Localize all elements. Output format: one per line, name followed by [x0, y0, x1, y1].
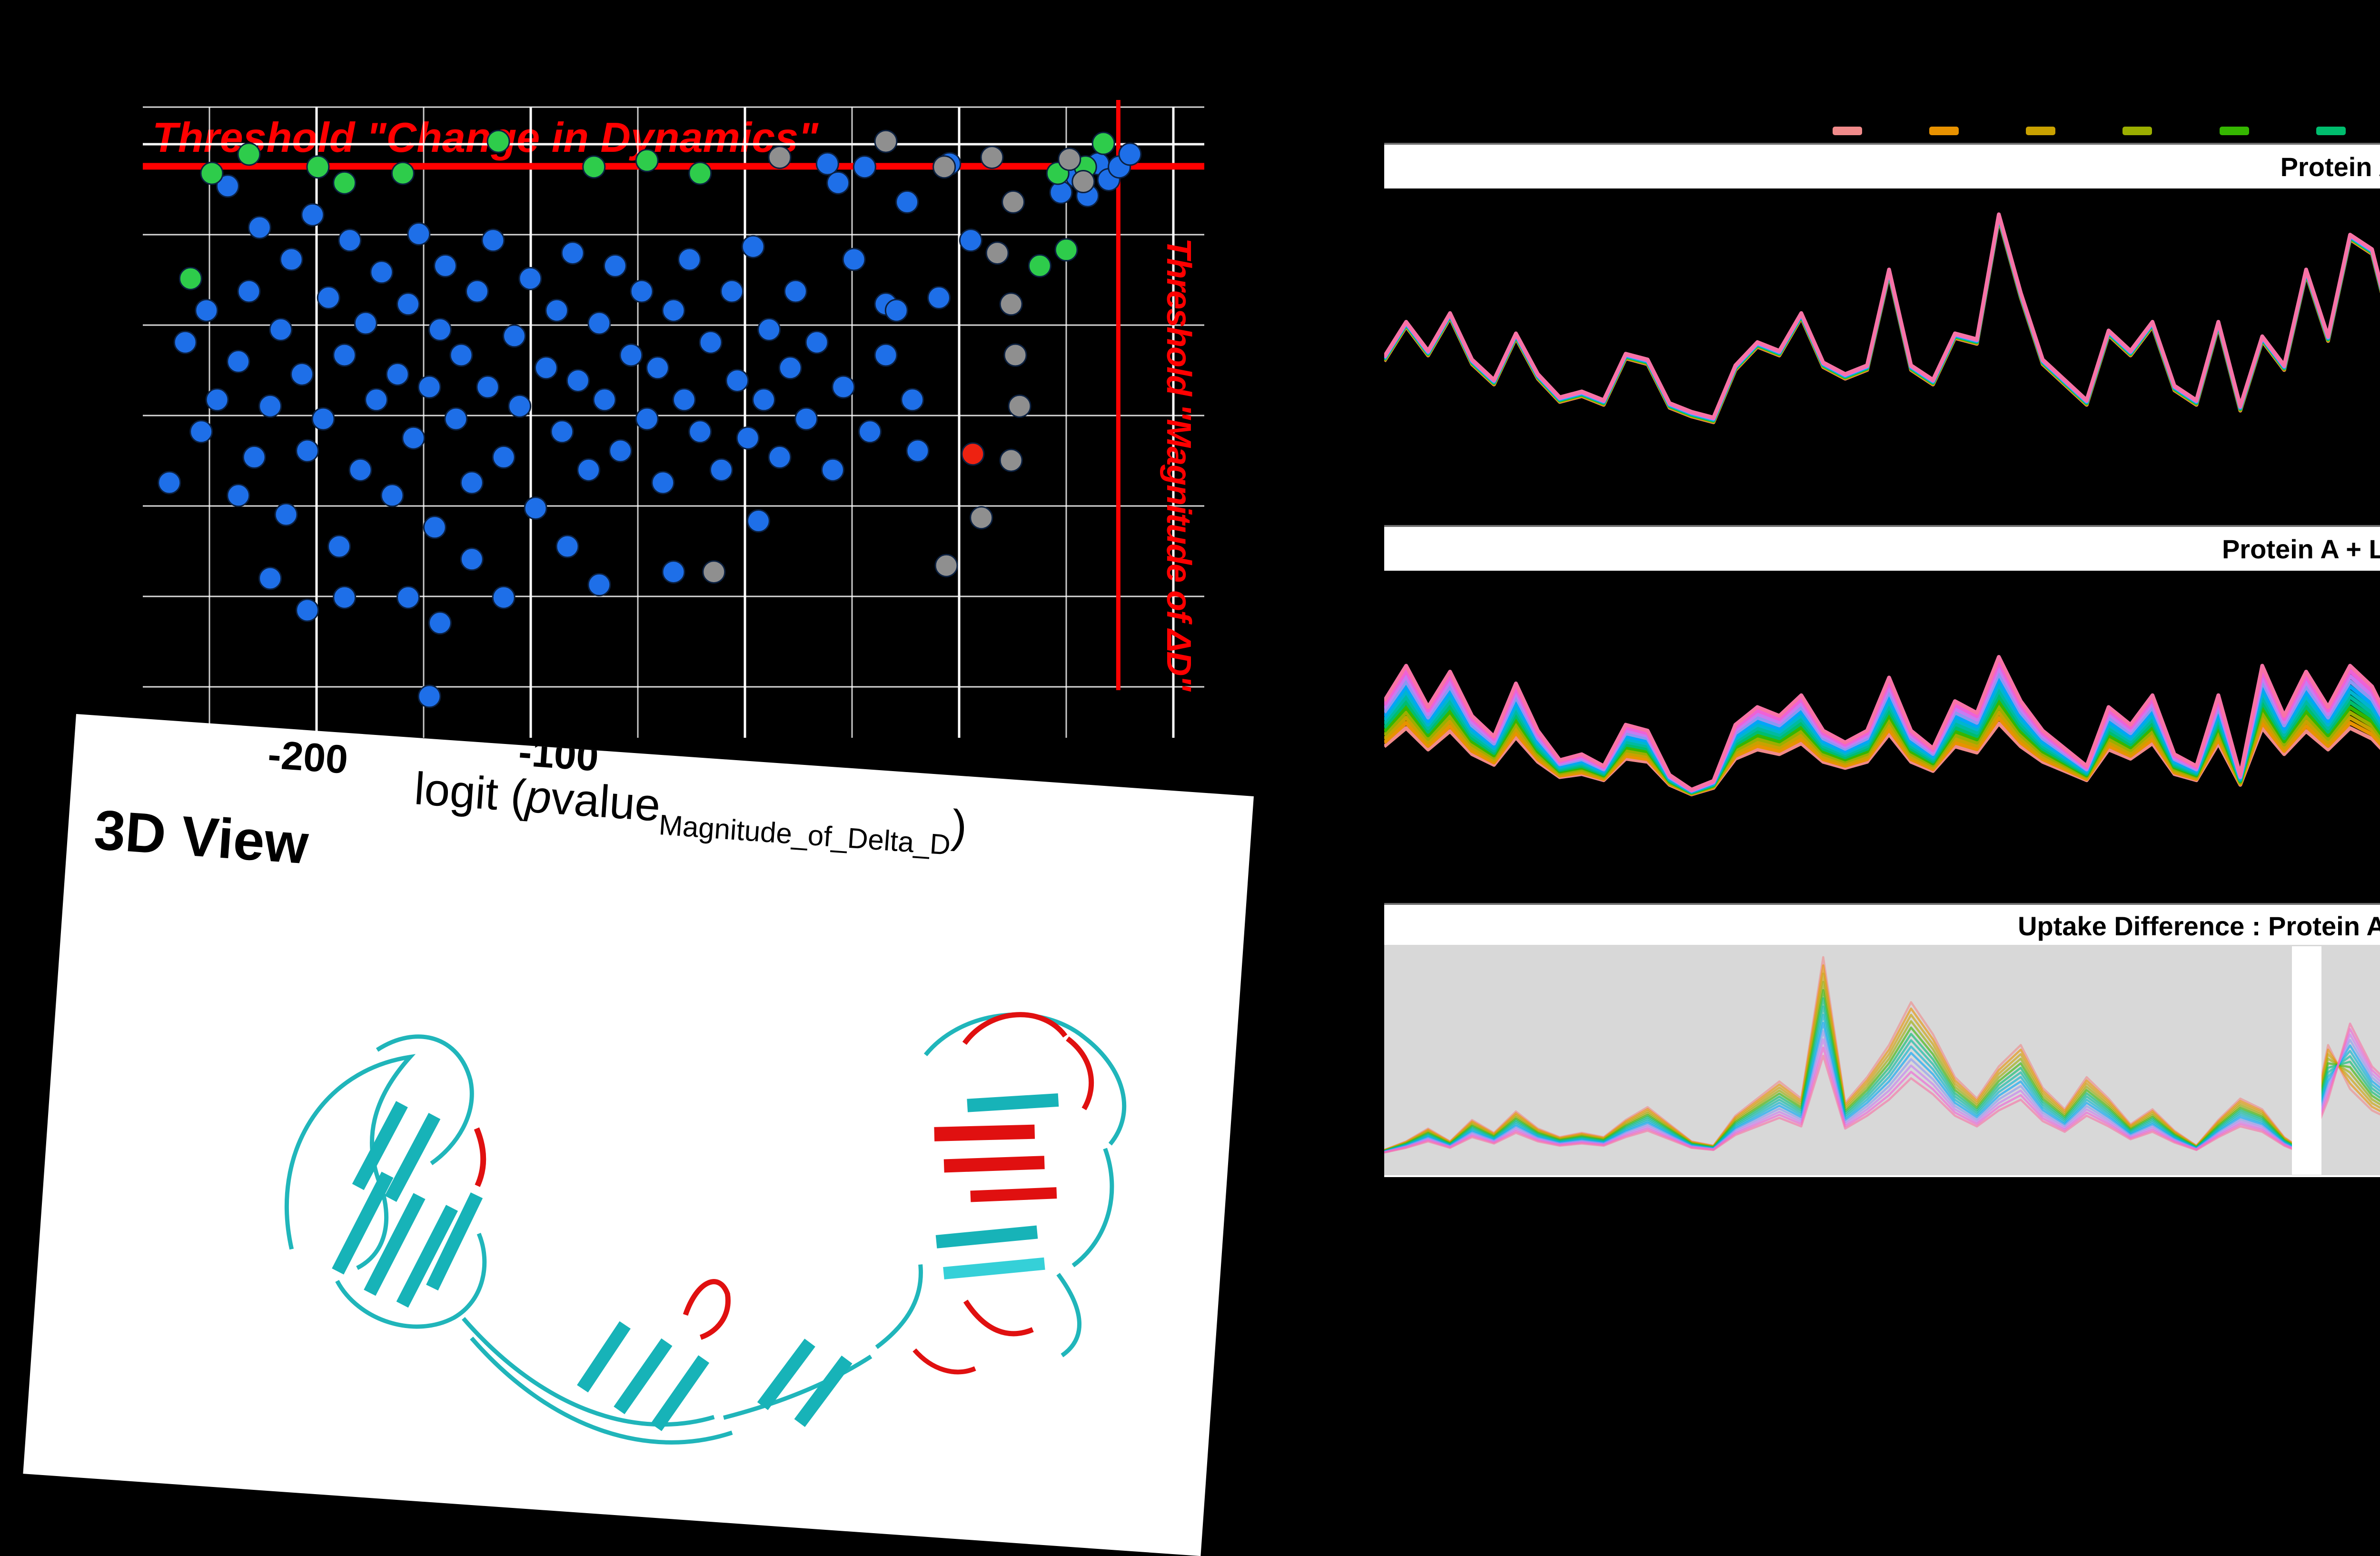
- protein-ribbon[interactable]: [207, 883, 1195, 1510]
- uptake-chart-protein-a[interactable]: [1384, 187, 2380, 515]
- ribbon-strands: [332, 1093, 1059, 1431]
- chart-title-protein-a: Protein A: [1384, 143, 2380, 188]
- legend-dash-5[interactable]: [2219, 127, 2249, 135]
- ribbon-strand-cyan: [943, 1257, 1045, 1279]
- legend-dash-2[interactable]: [1929, 127, 1959, 135]
- volcano-x-axis-label: logit (pvalueMagnitude_of_Delta_D): [413, 763, 969, 861]
- legend-dash-6[interactable]: [2316, 127, 2346, 135]
- ribbon-highlights: [474, 1012, 1094, 1375]
- chart-title-text: Protein A + Ligand: [2221, 534, 2380, 564]
- 3d-view-title: 3D View: [92, 798, 311, 876]
- chart-title-protein-a-ligand: Protein A + Ligand: [1384, 525, 2380, 571]
- app-window: { "window": {"background": "#000000"}, "…: [23, 100, 2380, 1556]
- timepoint-legend: [1833, 123, 2380, 139]
- x-tick--200: -200: [266, 732, 350, 782]
- volcano-plot[interactable]: [143, 100, 1204, 738]
- legend-dash-3[interactable]: [2026, 127, 2056, 135]
- uptake-difference-chart[interactable]: [1384, 945, 2380, 1177]
- uptake-chart-protein-a-ligand[interactable]: [1384, 569, 2380, 897]
- legend-dash-1[interactable]: [1833, 127, 1862, 135]
- legend-dash-4[interactable]: [2122, 127, 2152, 135]
- chart-title-text: Protein A: [2280, 151, 2380, 182]
- chart-title-uptake-difference: Uptake Difference : Protein A - (Protein…: [1384, 903, 2380, 947]
- 3d-view-card[interactable]: -200 -100 logit (pvalueMagnitude_of_Delt…: [23, 714, 1254, 1556]
- threshold-change-in-dynamics-label: Threshold "Change in Dynamics": [152, 114, 818, 161]
- chart-title-text: Uptake Difference : Protein A - (Protein…: [2018, 911, 2380, 941]
- threshold-magnitude-label: Threshold "Magnitude of ΔD": [1160, 238, 1198, 691]
